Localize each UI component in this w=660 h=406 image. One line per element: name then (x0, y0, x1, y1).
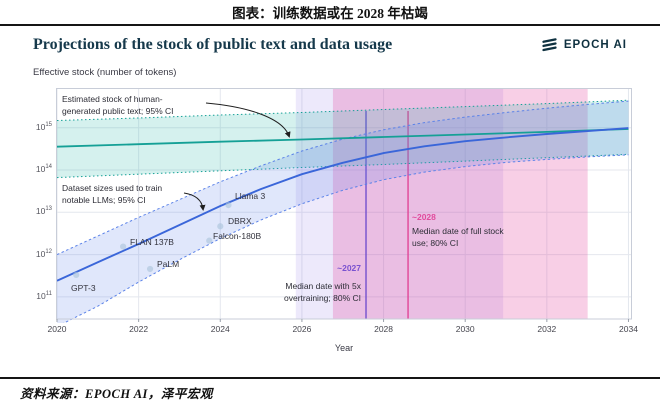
median-label-2028: ~2028 (412, 212, 436, 222)
model-dot-Llama 3 (225, 202, 232, 209)
x-axis-tick: 2024 (210, 324, 230, 334)
y-axis-tick: 1015 (35, 121, 52, 132)
annotation-full-stock: Median date of full stock use; 80% CI (412, 226, 504, 248)
x-axis-title: Year (334, 343, 354, 353)
plot-frame (56, 88, 632, 320)
gridlines (56, 88, 631, 319)
series-curves (56, 99, 629, 323)
stock-median-line (56, 128, 629, 148)
x-axis-tick: 2020 (47, 324, 67, 334)
plot-border (56, 88, 632, 322)
top-divider (0, 24, 660, 26)
annotation-arrows (183, 102, 291, 211)
x-axis-tick: 2022 (129, 324, 149, 334)
median-label-2027: ~2027 (337, 263, 361, 273)
model-label: DBRX (228, 216, 252, 226)
y-axis-tick: 1012 (35, 248, 52, 259)
dataset-lower-line (62, 154, 629, 323)
bottom-divider (0, 377, 660, 379)
model-dot-DBRX (217, 223, 224, 230)
epoch-ai-logo-text: EPOCH AI (563, 39, 627, 51)
plot-area: GPT-3 FLAN 137B PaLM Falcon-180B DBRX Llama 3 (56, 88, 632, 323)
model-label: Falcon-180B (213, 231, 262, 241)
model-data-points: GPT-3 FLAN 137B PaLM Falcon-180B DBRX Llama 3 (71, 191, 266, 293)
dataset-upper-line (56, 100, 629, 256)
source-line: 资料来源：EPOCH AI，泽平宏观 (20, 387, 213, 401)
model-label: GPT-3 (71, 283, 96, 293)
model-dot-PaLM (146, 265, 154, 273)
dataset-ci-band (57, 101, 629, 323)
median-date-lines (365, 111, 409, 319)
ci-date-bands (295, 88, 588, 319)
annotation-stock: Estimated stock of human-generated publi… (62, 94, 174, 116)
epoch-ai-logo: EPOCH AI (541, 38, 627, 52)
stock-upper-line (56, 99, 629, 121)
epoch-ai-logo-icon (542, 38, 557, 52)
model-dot-GPT-3 (73, 271, 80, 279)
annotation-overtraining: Median date with 5x overtraining; 80% CI (283, 281, 361, 303)
y-axis-tick: 1014 (35, 164, 52, 174)
x-axis-tick: 2034 (619, 324, 638, 334)
annotation-datasets: Dataset sizes used to train notable LLMs… (62, 183, 163, 205)
model-label: PaLM (157, 259, 179, 269)
ci-band-full_stock (332, 88, 588, 319)
x-axis-tick: 2030 (455, 324, 475, 334)
arrow-to-dataset-line (183, 192, 206, 211)
x-axis-tick: 2026 (292, 324, 312, 334)
chart-title: Projections of the stock of public text … (33, 36, 393, 53)
dataset-median-line (56, 127, 629, 282)
page-title-cn: 图表：训练数据或在 2028 年枯竭 (232, 6, 428, 21)
y-axis-tick: 1013 (35, 206, 52, 217)
x-axis-tick: 2028 (374, 324, 394, 334)
x-axis-tick: 2032 (537, 324, 557, 334)
model-label: FLAN 137B (130, 237, 174, 247)
stock-lower-line (56, 153, 629, 179)
arrow-to-stock-line (205, 102, 291, 138)
model-dot-FLAN 137B (120, 243, 127, 250)
model-dot-Falcon-180B (206, 237, 213, 244)
y-axis-title: Effective stock (number of tokens) (33, 67, 177, 78)
y-axis-tick: 1011 (36, 290, 52, 301)
model-label: Llama 3 (235, 191, 266, 201)
